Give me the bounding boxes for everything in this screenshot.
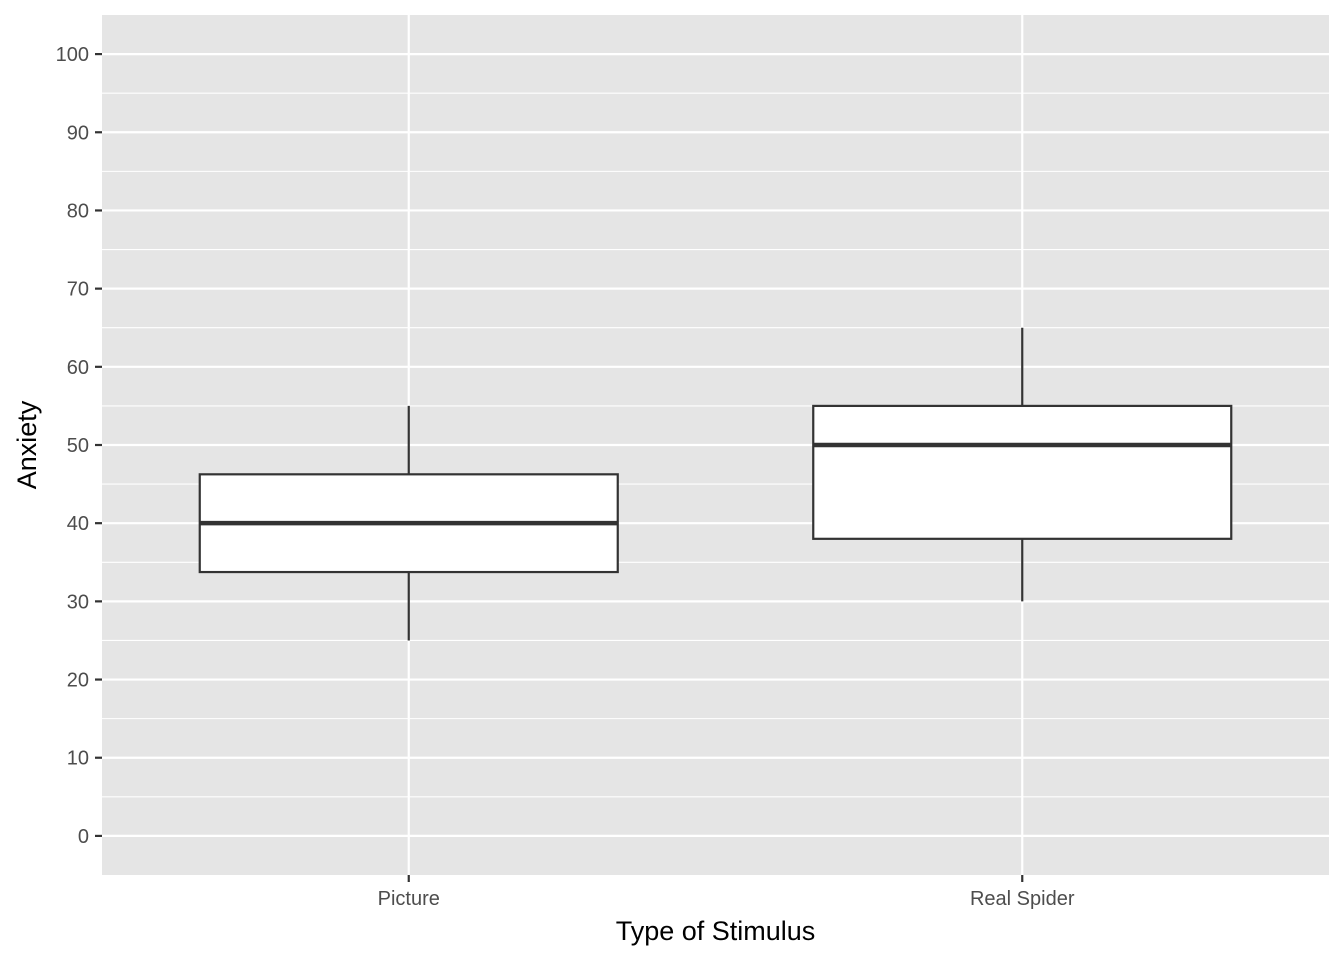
y-tick-label: 50 — [67, 435, 89, 457]
y-tick-label: 90 — [67, 122, 89, 144]
y-tick-label: 0 — [78, 826, 89, 848]
boxplots — [198, 327, 1233, 641]
y-tick-label: 30 — [67, 591, 89, 613]
y-tick-label: 80 — [67, 200, 89, 222]
y-tick-label: 100 — [56, 44, 89, 66]
boxplot-real-spider — [812, 327, 1233, 602]
y-axis: 0 10 20 30 40 50 60 70 80 90 100 — [56, 44, 102, 848]
y-tick-label: 20 — [67, 670, 89, 692]
y-tick-label: 70 — [67, 279, 89, 301]
y-tick-label: 60 — [67, 357, 89, 379]
y-tick-label: 10 — [67, 748, 89, 770]
box-iqr — [812, 404, 1233, 540]
y-tick-label: 40 — [67, 513, 89, 535]
x-tick-label: Real Spider — [970, 888, 1075, 910]
x-axis: Picture Real Spider — [378, 875, 1075, 910]
boxplot-picture — [198, 405, 619, 641]
y-axis-title: Anxiety — [12, 400, 42, 489]
minor-gridlines — [102, 92, 1329, 798]
x-tick-label: Picture — [378, 888, 440, 910]
x-axis-title: Type of Stimulus — [616, 916, 816, 946]
